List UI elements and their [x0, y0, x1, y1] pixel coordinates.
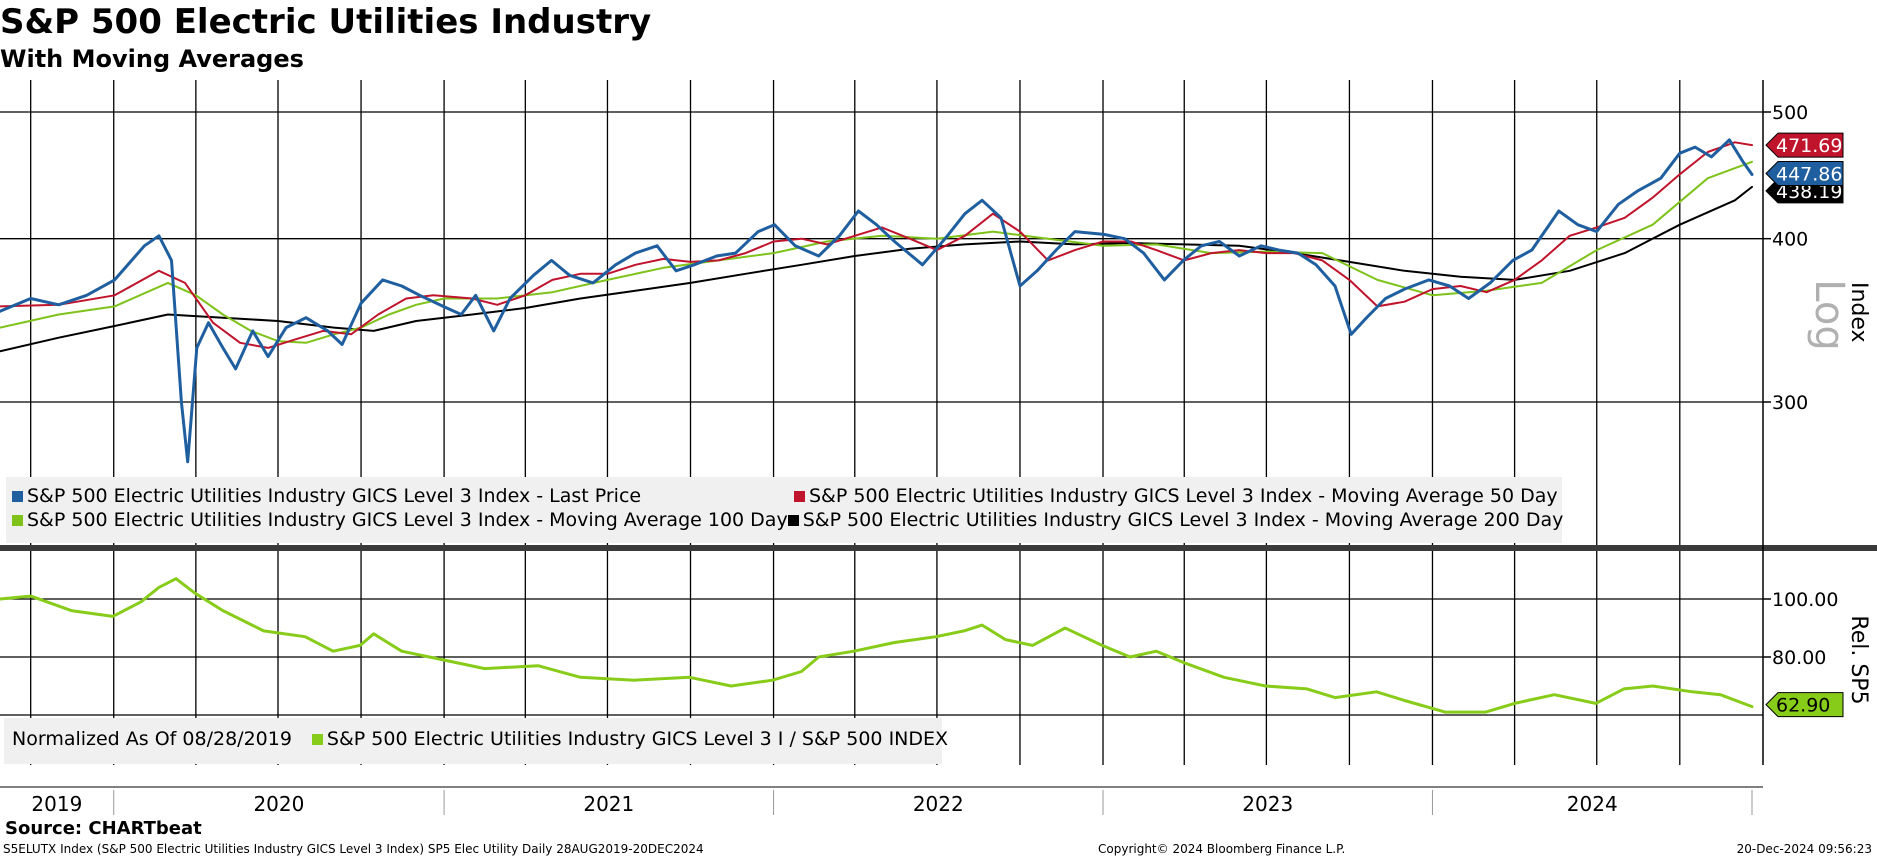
y-tick-label: 500: [1772, 102, 1808, 124]
x-tick-label: 2021: [583, 792, 634, 816]
value-tag-text: 447.86: [1776, 164, 1842, 186]
relative-panel-grid: [0, 551, 1763, 765]
price-legend: S&P 500 Electric Utilities Industry GICS…: [6, 477, 1564, 543]
chart-title: S&P 500 Electric Utilities Industry: [0, 2, 652, 42]
source-label: Source: CHARTbeat: [5, 818, 202, 839]
legend-label: S&P 500 Electric Utilities Industry GICS…: [802, 509, 1564, 531]
last-value-price: 447.86: [1765, 161, 1844, 187]
series-line-relative: [0, 577, 1754, 714]
y-axis-label: Index: [1846, 282, 1871, 343]
legend-item-ma200: S&P 500 Electric Utilities Industry GICS…: [787, 508, 1564, 532]
legend-swatch: [12, 514, 23, 526]
legend-item-ma100: S&P 500 Electric Utilities Industry GICS…: [12, 508, 788, 532]
price-panel-series: [0, 138, 1754, 464]
legend-swatch: [794, 490, 805, 502]
scale-label: Log: [1806, 279, 1852, 350]
relative-legend: Normalized As Of 08/28/2019 S&P 500 Elec…: [4, 718, 948, 764]
legend-note: Normalized As Of 08/28/2019: [12, 728, 292, 750]
series-line-ma200: [0, 185, 1753, 353]
legend-label: S&P 500 Electric Utilities Industry GICS…: [27, 509, 788, 531]
legend-label: S&P 500 Electric Utilities Industry GICS…: [326, 728, 949, 750]
x-tick-label: 2020: [253, 792, 304, 816]
legend-label: S&P 500 Electric Utilities Industry GICS…: [27, 485, 642, 507]
legend-item-last-price: S&P 500 Electric Utilities Industry GICS…: [12, 484, 794, 508]
legend-swatch: [12, 490, 23, 502]
legend-item-ma50: S&P 500 Electric Utilities Industry GICS…: [794, 484, 1558, 508]
legend-item-relative: S&P 500 Electric Utilities Industry GICS…: [311, 727, 949, 751]
value-labels: 438.19 471.69 447.86 62.90: [1765, 132, 1844, 718]
series-line-ma50: [0, 141, 1753, 349]
value-tag-text: 471.69: [1776, 135, 1842, 157]
x-tick-label: 2024: [1567, 792, 1618, 816]
last-value-relative: 62.90: [1765, 692, 1844, 718]
footer-copyright: Copyright© 2024 Bloomberg Finance L.P.: [1098, 842, 1346, 856]
series-line-last_price: [0, 138, 1754, 464]
legend-swatch: [311, 733, 323, 745]
legend-label: S&P 500 Electric Utilities Industry GICS…: [809, 485, 1558, 507]
value-tag-bg: [1765, 161, 1844, 187]
x-tick-label: 2023: [1242, 792, 1293, 816]
y-axis-label: Rel. SP5: [1846, 615, 1871, 704]
y-tick-label: 100.00: [1772, 589, 1838, 611]
footer-ticker-info: S5ELUTX Index (S&P 500 Electric Utilitie…: [3, 842, 704, 856]
panel-separator: [0, 545, 1877, 551]
value-tag-bg: [1765, 132, 1844, 158]
price-panel-grid: [0, 80, 1763, 545]
y-tick-label: 80.00: [1772, 647, 1826, 669]
value-tag-bg: [1765, 692, 1844, 718]
x-tick-label: 2019: [31, 792, 82, 816]
y-tick-label: 300: [1772, 392, 1808, 414]
chart-subtitle: With Moving Averages: [0, 45, 304, 73]
legend-swatch: [787, 514, 799, 526]
y-tick-label: 400: [1772, 229, 1808, 251]
value-tag-text: 438.19: [1776, 181, 1842, 203]
x-tick-label: 2022: [913, 792, 964, 816]
value-tag-text: 62.90: [1776, 695, 1830, 717]
relative-panel-series: [0, 577, 1754, 714]
last-value-ma50: 471.69: [1765, 132, 1844, 158]
footer-timestamp: 20-Dec-2024 09:56:23: [1736, 842, 1872, 856]
